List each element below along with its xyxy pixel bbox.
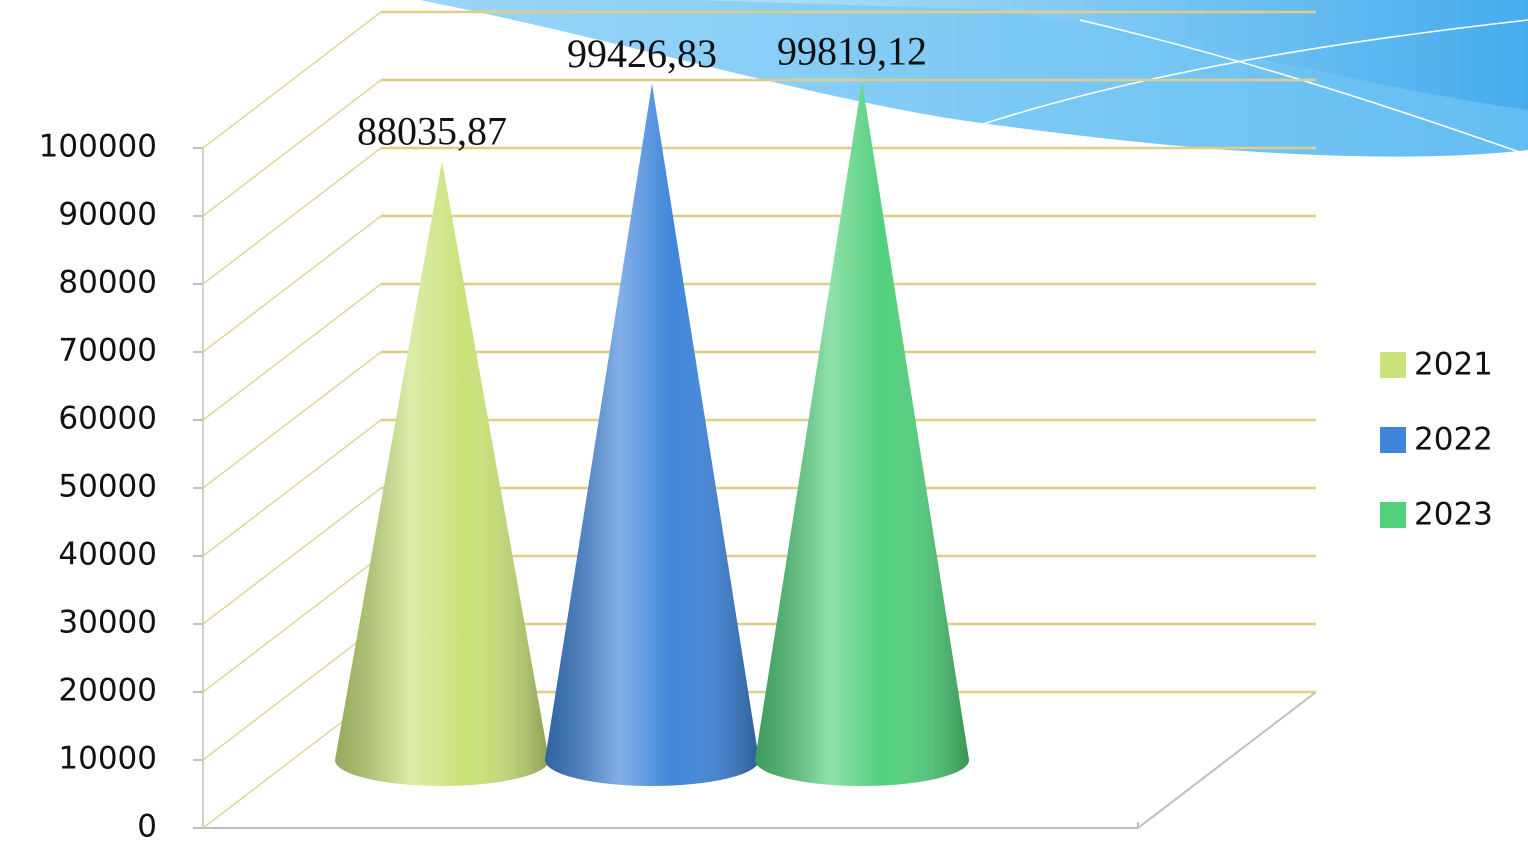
y-tick-label: 70000 <box>58 333 157 369</box>
grid-line <box>203 352 381 488</box>
y-tick-label: 10000 <box>58 741 157 777</box>
data-label: 99426,83 <box>567 31 717 76</box>
legend: 2021 2022 2023 <box>1380 347 1493 533</box>
data-label: 88035,87 <box>357 109 507 154</box>
legend-label: 2022 <box>1414 422 1493 458</box>
legend-label: 2023 <box>1414 497 1493 533</box>
y-tick-label: 90000 <box>58 197 157 233</box>
legend-swatch <box>1380 502 1406 528</box>
y-tick-label: 100000 <box>39 129 157 165</box>
y-tick-label: 0 <box>137 809 157 845</box>
grid-line <box>203 80 381 216</box>
grid-line <box>203 488 381 624</box>
y-tick-label: 30000 <box>58 605 157 641</box>
grid-line <box>203 284 381 420</box>
y-tick-label: 50000 <box>58 469 157 505</box>
y-tick-label: 60000 <box>58 401 157 437</box>
grid-line <box>203 148 381 284</box>
y-tick-label: 80000 <box>58 265 157 301</box>
y-tick-label: 20000 <box>58 673 157 709</box>
cone-shading <box>545 84 759 786</box>
floor-edge <box>1138 692 1316 828</box>
data-label: 99819,12 <box>777 28 927 73</box>
plot-area: 88035,87 99426,83 99819,12 <box>335 28 969 786</box>
y-tick-label: 40000 <box>58 537 157 573</box>
legend-swatch <box>1380 427 1406 453</box>
grid-line <box>203 12 381 148</box>
cone-shading <box>755 81 969 786</box>
chart: 0 10000 20000 30000 40000 50000 60000 70000 8000… <box>0 0 1528 850</box>
legend-swatch <box>1380 352 1406 378</box>
legend-label: 2021 <box>1414 347 1493 383</box>
grid-line <box>203 216 381 352</box>
page: {"chart_data": { "type": "cone", "series… <box>0 0 1528 850</box>
grid-line <box>203 420 381 556</box>
cone-shading <box>335 161 549 786</box>
